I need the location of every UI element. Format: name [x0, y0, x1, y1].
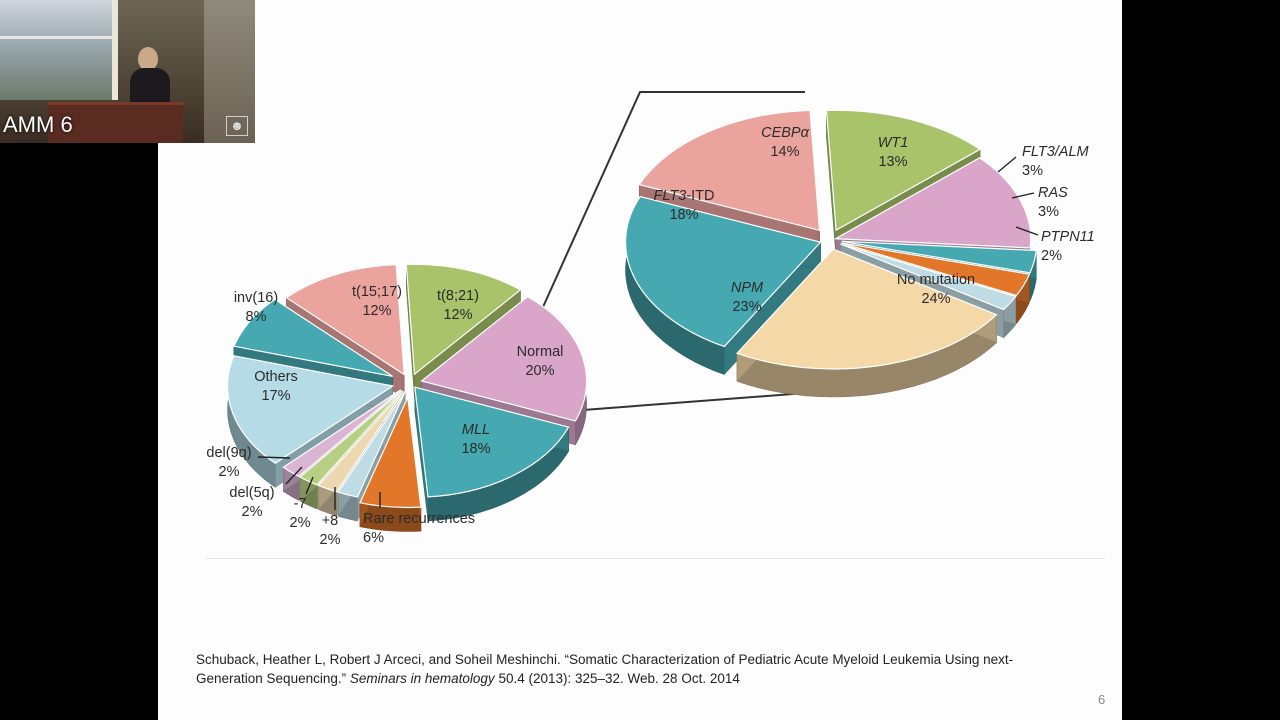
slice-label-npm: NPM: [731, 280, 764, 296]
slice-mll: [414, 386, 570, 498]
presenter-icon[interactable]: ☻: [226, 116, 248, 136]
slice-7: [317, 390, 404, 493]
leader-del-5q: [285, 466, 303, 485]
slice-label-del-9q: del(9q): [206, 445, 251, 461]
slice-value-inv-16: 8%: [246, 309, 267, 325]
slice-value-rare-recurrences: 6%: [363, 530, 384, 546]
camera-window: [0, 0, 118, 100]
slice-value-7: 2%: [290, 515, 311, 531]
slice-flt3-itd: [638, 109, 821, 232]
slice-value-no-mutation: 24%: [921, 291, 950, 307]
slice-value-ras: 3%: [1038, 204, 1059, 220]
slice-cebp: [825, 109, 982, 232]
slice-value-npm: 23%: [732, 299, 761, 315]
slice-t-15-17: [285, 264, 405, 376]
citation-text: Schuback, Heather L, Robert J Arceci, an…: [196, 652, 1014, 686]
citation-details: 50.4 (2013): 325–32. Web. 28 Oct. 2014: [494, 671, 740, 686]
slice-value-ptpn11: 2%: [1041, 248, 1062, 264]
slice-label-no-mutation: No mutation: [897, 272, 975, 288]
slice-8: [337, 391, 406, 498]
slice-del-9q: [282, 389, 402, 478]
slice-value-del-9q: 2%: [219, 464, 240, 480]
slice-t-8-21: [405, 263, 522, 376]
presenter-body: [130, 68, 170, 108]
slice-value-del-5q: 2%: [242, 504, 263, 520]
slice-ptpn11: [840, 243, 1017, 311]
slice-inv-16: [233, 298, 394, 377]
slice-label-8: +8: [322, 513, 339, 529]
camera-door: [204, 0, 255, 143]
slice-label-normal: Normal: [517, 344, 564, 360]
slice-value-8: 2%: [320, 532, 341, 548]
podium: [48, 102, 183, 143]
slice-rare-recurrences: [359, 395, 422, 509]
leader-del-9q: [257, 456, 291, 459]
slice-value-others: 17%: [261, 388, 290, 404]
slice-ras: [841, 242, 1031, 297]
slice-label-del-5q: del(5q): [229, 485, 274, 501]
leader-ras: [1011, 192, 1035, 199]
slice-label-t-8-21: t(8;21): [437, 288, 479, 304]
slice-label-others: Others: [254, 369, 298, 385]
slice-label-ptpn11: PTPN11: [1041, 229, 1095, 245]
slice-label-flt3-itd: FLT3-ITD: [654, 188, 715, 204]
slice-del-5q: [299, 390, 403, 486]
slice-label-ras: RAS: [1038, 185, 1068, 201]
slice-label-mll: MLL: [462, 422, 490, 438]
slice-label-wt1: WT1: [878, 135, 909, 151]
leader-flt3-alm: [997, 156, 1017, 173]
slice-value-mll: 18%: [461, 441, 490, 457]
slice-value-flt3-alm: 3%: [1022, 163, 1043, 179]
pie-chart-aml-subtypes: t(8;21) 12% Normal 20% MLL 18% Rare recurrence…: [206, 263, 588, 548]
pie-chart-normal-karyotype-mutations: CEBPα 14% WT1 13% FLT3/ALM 3% RAS 3% PTPN11 2% No …: [624, 109, 1095, 398]
leader-ptpn11: [1015, 226, 1039, 236]
connector-top: [542, 91, 805, 308]
slice-normal: [420, 295, 588, 422]
slice-label-t-15-17: t(15;17): [352, 284, 402, 300]
camera-label: AMM 6: [3, 112, 73, 137]
slice-label-rare-recurrences: Rare recurrences: [363, 511, 475, 527]
citation-journal: Seminars in hematology: [349, 671, 495, 686]
leader-7: [305, 476, 314, 495]
slice-label-flt3-alm: FLT3/ALM: [1022, 144, 1090, 160]
slice-label-cebp: CEBPα: [761, 125, 809, 141]
camera-overlay: AMM 6 ☻: [0, 0, 255, 143]
slice-value-wt1: 13%: [878, 154, 907, 170]
citation: Schuback, Heather L, Robert J Arceci, an…: [196, 650, 1076, 688]
slice-no-mutation: [735, 248, 998, 370]
page-number: 6: [1098, 692, 1106, 707]
slice-label-7: -7: [294, 496, 307, 512]
slice-value-t-15-17: 12%: [362, 303, 391, 319]
presenter-head: [138, 47, 158, 71]
slice-value-cebp: 14%: [770, 144, 799, 160]
slice-flt3-alm: [841, 240, 1037, 274]
slice-others: [227, 355, 395, 465]
slice-value-normal: 20%: [525, 363, 554, 379]
slice-npm: [624, 195, 822, 348]
slice-wt1: [833, 157, 1032, 249]
slice-label-inv-16: inv(16): [234, 290, 278, 306]
slide-divider: [205, 558, 1105, 559]
slice-value-t-8-21: 12%: [443, 307, 472, 323]
slice-value-flt3-itd: 18%: [669, 207, 698, 223]
